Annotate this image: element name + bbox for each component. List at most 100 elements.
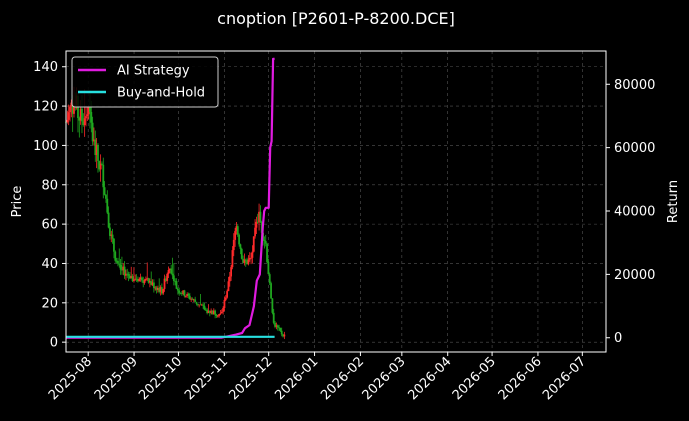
candle-body	[71, 102, 74, 114]
candle-body	[113, 238, 115, 252]
candle-body	[110, 234, 113, 236]
candle-body	[276, 325, 279, 328]
candle-body	[171, 273, 174, 276]
left-tick-label: 0	[50, 336, 58, 351]
legend-box	[71, 56, 219, 108]
candle-body	[162, 288, 165, 294]
candle-body	[163, 278, 166, 289]
candle-body	[252, 236, 255, 252]
candle-body	[79, 108, 82, 121]
candle-body	[279, 327, 282, 331]
candle-body	[215, 314, 218, 316]
legend: AI Strategy Buy-and-Hold	[71, 56, 219, 108]
candle-body	[114, 251, 117, 261]
left-axis-title: Price	[10, 186, 25, 218]
candle-body	[154, 287, 157, 289]
candle-body	[216, 315, 219, 317]
candle-body	[188, 295, 191, 299]
candle-body	[202, 304, 205, 306]
candle-body	[231, 250, 234, 268]
candle-body	[239, 244, 242, 249]
candle-body	[195, 301, 198, 304]
right-tick-label: 0	[614, 331, 622, 346]
candle-body	[109, 227, 111, 236]
x-tick-label: 2025-10	[136, 354, 185, 403]
candle-body	[118, 263, 121, 265]
candle-body	[167, 270, 170, 274]
candle-body	[266, 243, 268, 262]
candle-body	[206, 309, 209, 314]
candle-body	[174, 280, 177, 282]
x-tick-label: 2026-06	[496, 354, 545, 403]
candle-body	[283, 334, 286, 337]
candle-body	[156, 287, 159, 290]
right-y-axis: 0 20000 40000 60000 80000	[606, 78, 655, 346]
x-tick-label: 2026-02	[318, 354, 367, 403]
right-tick-label: 40000	[614, 205, 655, 220]
candle-body	[78, 118, 81, 121]
candle-body	[211, 310, 214, 315]
candle-body	[148, 281, 151, 283]
candle-body	[164, 278, 167, 281]
candle-body	[196, 303, 199, 305]
candle-body	[203, 305, 206, 310]
candle-body	[178, 290, 181, 293]
candle-body	[70, 102, 73, 107]
candle-body	[168, 268, 171, 271]
candle-body	[151, 282, 154, 285]
candle-body	[224, 297, 227, 300]
candle-body	[99, 163, 102, 170]
candle-body	[146, 278, 149, 279]
candle-body	[274, 322, 276, 327]
candle-body	[247, 259, 250, 265]
candle-body	[227, 281, 230, 292]
candle-body	[98, 160, 101, 170]
x-tick-label: 2026-03	[360, 354, 409, 403]
candle-body	[143, 280, 146, 283]
candle-body	[183, 290, 186, 297]
candle-body	[97, 144, 99, 161]
candle-body	[138, 278, 141, 282]
candle-body	[194, 299, 197, 302]
legend-label-buy-and-hold: Buy-and-Hold	[117, 86, 205, 101]
x-axis: 2025-082025-092025-102025-112025-122026-…	[46, 352, 589, 403]
candle-body	[122, 266, 125, 271]
candle-body	[218, 314, 221, 316]
chart-title: cnoption [P2601-P-8200.DCE]	[217, 9, 455, 28]
candle-body	[251, 251, 254, 258]
candle-body	[180, 293, 183, 294]
candle-body	[250, 257, 252, 259]
candle-body	[95, 144, 98, 156]
candle-body	[170, 268, 173, 274]
candle-body	[199, 304, 202, 306]
right-tick-label: 20000	[614, 268, 655, 283]
candle-body	[111, 234, 114, 239]
candle-body	[175, 281, 178, 289]
candle-body	[155, 287, 158, 290]
candle-body	[238, 234, 240, 245]
candle-body	[144, 278, 147, 281]
candle-body	[263, 240, 266, 241]
candle-body	[207, 311, 210, 314]
candle-body	[184, 295, 187, 297]
candle-body	[232, 239, 235, 251]
candle-body	[159, 287, 162, 292]
candle-body	[121, 269, 123, 271]
candle-body	[271, 298, 274, 313]
candle-body	[258, 211, 260, 223]
candle-body	[126, 273, 129, 275]
candle-body	[198, 304, 201, 306]
candle-body	[179, 292, 182, 294]
candle-body	[133, 279, 135, 282]
candle-body	[160, 287, 163, 294]
candle-body	[172, 275, 175, 281]
candle-body	[235, 226, 238, 232]
candle-body	[117, 261, 119, 264]
candle-body	[103, 187, 106, 195]
x-tick-label: 2026-04	[406, 354, 455, 403]
candle-body	[259, 211, 262, 223]
candle-body	[222, 308, 225, 312]
right-tick-label: 80000	[614, 78, 655, 93]
left-tick-label: 120	[33, 100, 58, 115]
